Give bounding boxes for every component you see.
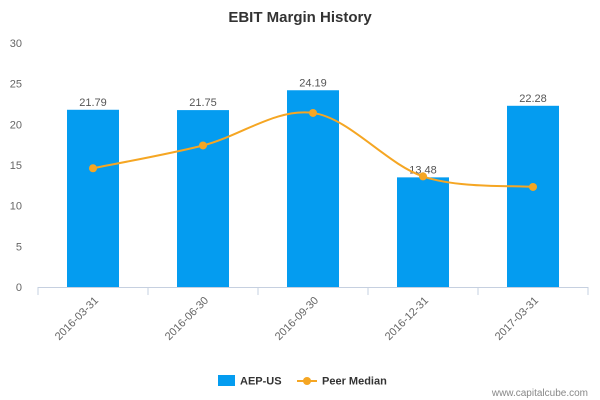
legend: AEP-US Peer Median [218, 375, 387, 388]
data-label-2016-09-30: 24.19 [299, 77, 327, 89]
y-tick-label-15: 15 [10, 160, 22, 172]
x-axis: 2016-03-31 2016-06-30 2016-09-30 2016-12-31… [37, 287, 589, 343]
legend-label-peer-median[interactable]: Peer Median [322, 376, 387, 388]
point-peer-median-2016-06-30[interactable] [199, 141, 207, 150]
bar-aep-us-2016-09-30[interactable] [287, 90, 339, 287]
x-tick-label-2016-03-31: 2016-03-31 [53, 295, 101, 343]
y-tick-label-20: 20 [10, 119, 22, 131]
watermark: www.capitalcube.com [491, 388, 588, 399]
bar-aep-us-2016-12-31[interactable] [397, 177, 449, 287]
bar-series [67, 90, 559, 288]
y-axis: 0 5 10 15 20 25 30 [10, 38, 22, 294]
bar-aep-us-2016-06-30[interactable] [177, 110, 229, 287]
data-label-2017-03-31: 22.28 [519, 93, 547, 105]
bar-aep-us-2016-03-31[interactable] [67, 109, 119, 288]
x-tick-label-2016-06-30: 2016-06-30 [163, 295, 211, 343]
y-tick-label-25: 25 [10, 79, 22, 91]
legend-label-aep-us[interactable]: AEP-US [240, 376, 282, 388]
y-tick-label-5: 5 [16, 241, 22, 253]
legend-swatch-aep-us [218, 375, 235, 386]
y-tick-label-30: 30 [10, 38, 22, 50]
legend-marker-peer-median [303, 377, 311, 385]
line-series [89, 108, 537, 191]
point-peer-median-2017-03-31[interactable] [529, 182, 537, 191]
data-label-2016-06-30: 21.75 [189, 97, 217, 109]
y-tick-label-0: 0 [16, 282, 22, 294]
x-tick-label-2017-03-31: 2017-03-31 [493, 295, 541, 343]
point-peer-median-2016-12-31[interactable] [419, 172, 427, 181]
x-tick-label-2016-12-31: 2016-12-31 [383, 295, 431, 343]
point-peer-median-2016-03-31[interactable] [89, 164, 97, 173]
y-tick-label-10: 10 [10, 201, 22, 213]
data-label-2016-03-31: 21.79 [79, 97, 107, 109]
point-peer-median-2016-09-30[interactable] [309, 108, 317, 117]
x-tick-label-2016-09-30: 2016-09-30 [273, 295, 321, 343]
bar-aep-us-2017-03-31[interactable] [507, 105, 559, 287]
chart-title: EBIT Margin History [228, 9, 372, 26]
